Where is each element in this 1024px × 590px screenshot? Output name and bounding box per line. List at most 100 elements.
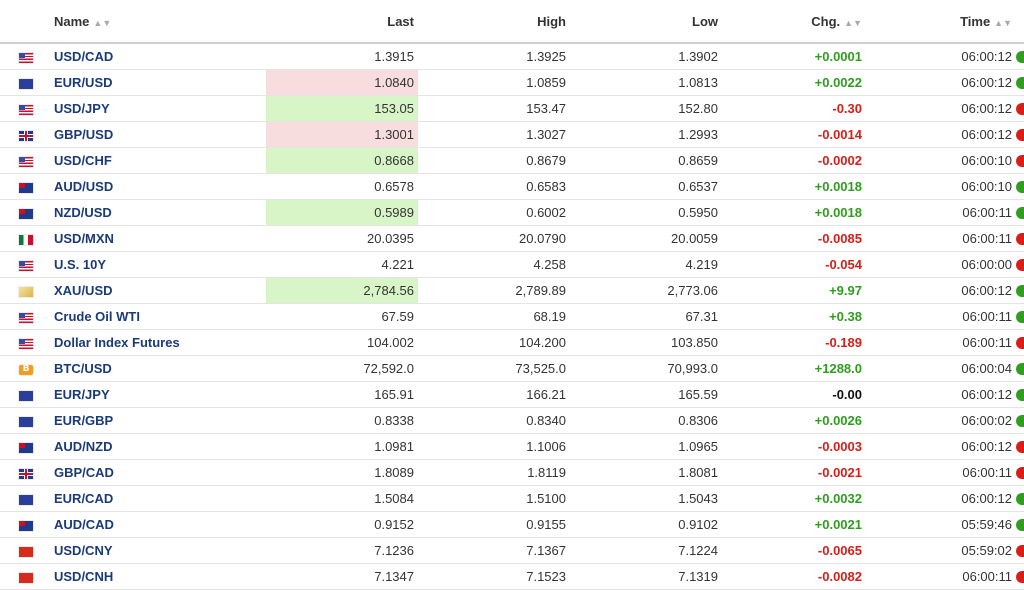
header-chg[interactable]: Chg. ▲▼ [722,0,866,44]
table-row[interactable]: USD/CNH 7.1347 7.1523 7.1319 -0.0082 06:00:11 [0,563,1024,590]
table-row[interactable]: BTC/USD 72,592.073,525.070,993.0+1288.006… [0,355,1024,382]
header-status-spacer [1016,0,1024,44]
instrument-link[interactable]: USD/CNH [54,569,114,584]
high-price: 1.3925 [418,43,570,70]
status-cell [1016,563,1024,590]
au-flag-icon [19,442,33,453]
change-value: -0.0003 [722,433,866,460]
status-dot-icon [1016,388,1024,401]
change-value: -0.00 [722,381,866,408]
instrument-link[interactable]: EUR/CAD [54,491,114,506]
instrument-link[interactable]: EUR/USD [54,75,113,90]
instrument-link[interactable]: USD/MXN [54,231,114,246]
update-time: 05:59:46 [866,511,1016,538]
table-row[interactable]: USD/CHF 0.8668 0.8679 0.8659 -0.0002 06:00:10 [0,147,1024,174]
flag-cell [0,459,44,486]
table-row[interactable]: AUD/CAD 0.9152 0.9155 0.9102 +0.0021 05:59:46 [0,511,1024,538]
table-row[interactable]: EUR/CAD 1.5084 1.5100 1.5043 +0.0032 06:00:12 [0,485,1024,512]
update-time: 06:00:11 [866,329,1016,356]
status-cell [1016,329,1024,356]
header-high[interactable]: High [418,0,570,44]
low-price: 103.850 [570,329,722,356]
change-value: +0.0022 [722,69,866,96]
instrument-link[interactable]: USD/CAD [54,49,114,64]
instrument-name-cell: NZD/USD [44,199,266,226]
instrument-link[interactable]: GBP/USD [54,127,114,142]
cn-flag-icon [19,546,33,557]
instrument-link[interactable]: BTC/USD [54,361,112,376]
instrument-link[interactable]: U.S. 10Y [54,257,107,272]
instrument-link[interactable]: AUD/NZD [54,439,113,454]
status-dot-icon [1016,206,1024,219]
table-row[interactable]: AUD/USD 0.6578 0.6583 0.6537 +0.0018 06:00:10 [0,173,1024,200]
instrument-name-cell: USD/CNY [44,537,266,564]
last-price: 7.1347 [266,563,418,590]
table-row[interactable]: Dollar Index Futures 104.002 104.200 103.85… [0,329,1024,356]
low-price: 0.9102 [570,511,722,538]
high-price: 1.5100 [418,485,570,512]
header-name[interactable]: Name ▲▼ [44,0,266,44]
status-dot-icon [1016,362,1024,375]
last-price: 1.8089 [266,459,418,486]
bitcoin-icon [19,364,33,375]
table-row[interactable]: Crude Oil WTI 67.59 68.19 67.31 +0.38 06:00:1… [0,303,1024,330]
status-dot-icon [1016,336,1024,349]
status-cell [1016,95,1024,122]
update-time: 06:00:11 [866,199,1016,226]
low-price: 1.2993 [570,121,722,148]
status-dot-icon [1016,76,1024,89]
table-row[interactable]: EUR/JPY 165.91 166.21 165.59 -0.00 06:00:12 [0,381,1024,408]
instrument-link[interactable]: AUD/USD [54,179,114,194]
table-row[interactable]: EUR/USD 1.0840 1.0859 1.0813 +0.0022 06:00:12 [0,69,1024,96]
instrument-link[interactable]: Crude Oil WTI [54,309,140,324]
table-row[interactable]: USD/MXN 20.0395 20.0790 20.0059 -0.0085 06:00… [0,225,1024,252]
table-row[interactable]: XAU/USD 2,784.56 2,789.89 2,773.06 +9.97 06:0… [0,277,1024,304]
instrument-link[interactable]: USD/CHF [54,153,112,168]
flag-cell [0,43,44,70]
update-time: 06:00:12 [866,95,1016,122]
eu-flag-icon [19,78,33,89]
instrument-link[interactable]: USD/CNY [54,543,113,558]
flag-cell [0,147,44,174]
table-row[interactable]: USD/CAD 1.3915 1.3925 1.3902 +0.0001 06:00:12 [0,43,1024,70]
update-time: 06:00:10 [866,147,1016,174]
instrument-link[interactable]: Dollar Index Futures [54,335,180,350]
header-last[interactable]: Last [266,0,418,44]
sort-arrows-icon[interactable]: ▲▼ [844,17,862,28]
status-dot-icon [1016,570,1024,583]
instrument-name-cell: Crude Oil WTI [44,303,266,330]
instrument-link[interactable]: NZD/USD [54,205,112,220]
high-price: 73,525.0 [418,355,570,382]
instrument-link[interactable]: XAU/USD [54,283,113,298]
au-flag-icon [19,520,33,531]
table-row[interactable]: USD/CNY 7.1236 7.1367 7.1224 -0.0065 05:59:02 [0,537,1024,564]
table-row[interactable]: GBP/USD 1.3001 1.3027 1.2993 -0.0014 06:00:12 [0,121,1024,148]
header-time[interactable]: Time ▲▼ [866,0,1016,44]
table-row[interactable]: USD/JPY 153.05 153.47 152.80 -0.30 06:00:12 [0,95,1024,122]
instrument-name-cell: EUR/JPY [44,381,266,408]
instrument-link[interactable]: USD/JPY [54,101,110,116]
change-value: +0.0018 [722,173,866,200]
table-row[interactable]: NZD/USD 0.5989 0.6002 0.5950 +0.0018 06:00:11 [0,199,1024,226]
instrument-link[interactable]: GBP/CAD [54,465,114,480]
table-row[interactable]: U.S. 10Y 4.221 4.258 4.219 -0.054 06:00:00 [0,251,1024,278]
instrument-link[interactable]: AUD/CAD [54,517,114,532]
status-dot-icon [1016,50,1024,63]
update-time: 06:00:02 [866,407,1016,434]
last-price: 0.8668 [266,147,418,174]
low-price: 1.0813 [570,69,722,96]
sort-arrows-icon[interactable]: ▲▼ [93,17,112,28]
high-price: 166.21 [418,381,570,408]
status-cell [1016,173,1024,200]
table-row[interactable]: EUR/GBP 0.8338 0.8340 0.8306 +0.0026 06:00:02 [0,407,1024,434]
header-low[interactable]: Low [570,0,722,44]
sort-arrows-icon[interactable]: ▲▼ [994,17,1012,28]
low-price: 0.8306 [570,407,722,434]
low-price: 1.5043 [570,485,722,512]
change-value: -0.0002 [722,147,866,174]
instrument-link[interactable]: EUR/JPY [54,387,110,402]
table-row[interactable]: AUD/NZD 1.0981 1.1006 1.0965 -0.0003 06:00:12 [0,433,1024,460]
instrument-link[interactable]: EUR/GBP [54,413,114,428]
change-value: -0.30 [722,95,866,122]
table-row[interactable]: GBP/CAD 1.8089 1.8119 1.8081 -0.0021 06:00:11 [0,459,1024,486]
